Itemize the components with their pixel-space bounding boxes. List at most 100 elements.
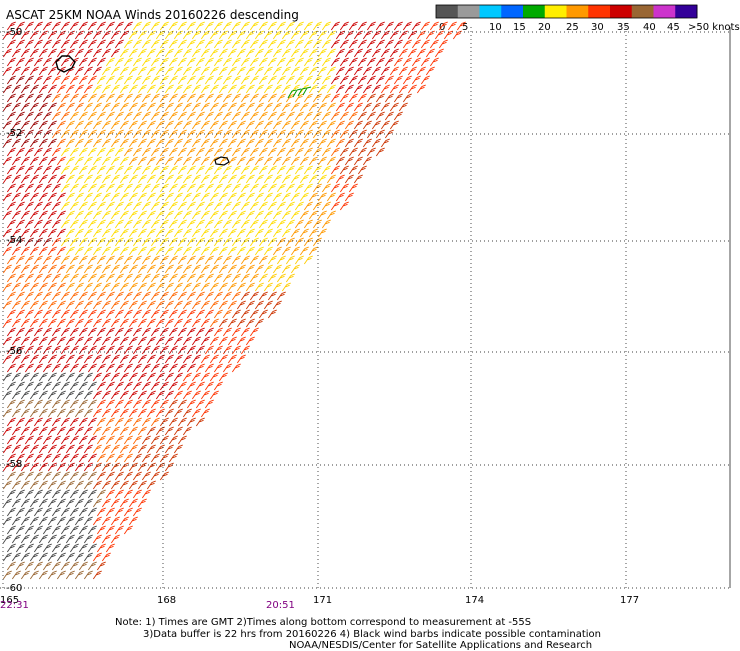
wind-barb: [123, 21, 133, 31]
wind-barb: [105, 399, 115, 409]
wind-barb: [263, 264, 273, 274]
wind-barb: [335, 120, 345, 130]
wind-barb: [227, 228, 237, 238]
wind-barb: [74, 498, 84, 508]
wind-barb: [110, 444, 120, 454]
wind-barb: [38, 372, 48, 382]
wind-barb: [29, 138, 39, 148]
wind-barb: [83, 426, 93, 436]
wind-barb: [168, 255, 178, 265]
wind-barb: [128, 480, 138, 490]
wind-barb: [20, 156, 30, 166]
wind-barb: [267, 111, 277, 121]
wind-barb: [78, 399, 88, 409]
wind-barb: [38, 174, 48, 184]
wind-barb: [348, 75, 358, 85]
wind-barb: [24, 399, 34, 409]
wind-barb: [24, 201, 34, 211]
wind-barb: [254, 84, 264, 94]
wind-barb: [299, 156, 309, 166]
wind-barb: [236, 210, 246, 220]
wind-barb: [231, 255, 241, 265]
wind-barb: [159, 39, 169, 49]
wind-barb: [87, 237, 97, 247]
wind-barb: [249, 93, 259, 103]
wind-barb: [119, 102, 129, 112]
wind-barb: [132, 237, 142, 247]
wind-barb: [204, 363, 214, 373]
wind-barb: [141, 345, 151, 355]
wind-barb: [47, 426, 57, 436]
wind-barb: [150, 453, 160, 463]
wind-barb: [105, 93, 115, 103]
wind-barb: [110, 462, 120, 472]
wind-barb: [150, 165, 160, 175]
wind-barb: [132, 327, 142, 337]
wind-barb: [123, 507, 133, 517]
wind-barb: [137, 264, 147, 274]
wind-barb: [110, 120, 120, 130]
wind-barb: [96, 561, 106, 571]
wind-barb: [38, 120, 48, 130]
wind-barb: [393, 39, 403, 49]
wind-barb: [83, 66, 93, 76]
wind-barb: [123, 129, 133, 139]
wind-barb: [258, 273, 268, 283]
wind-barb: [258, 183, 268, 193]
wind-barb: [6, 543, 16, 553]
wind-barb: [2, 498, 12, 508]
wind-barb: [375, 147, 385, 157]
wind-barb: [83, 30, 93, 40]
wind-barb: [83, 444, 93, 454]
wind-barb: [65, 30, 75, 40]
wind-barb: [231, 111, 241, 121]
wind-barb: [447, 21, 457, 31]
wind-barb: [2, 336, 12, 346]
wind-barb: [330, 93, 340, 103]
wind-barb: [2, 48, 12, 58]
wind-barb: [123, 57, 133, 67]
wind-barb: [47, 264, 57, 274]
wind-barb: [267, 183, 277, 193]
wind-barb: [222, 57, 232, 67]
wind-barb: [60, 21, 70, 31]
wind-barb: [96, 129, 106, 139]
wind-barb: [128, 444, 138, 454]
wind-barb: [78, 201, 88, 211]
wind-barb: [177, 219, 187, 229]
wind-barb: [173, 354, 183, 364]
wind-barb: [195, 57, 205, 67]
wind-barb: [38, 66, 48, 76]
wind-barb: [119, 318, 129, 328]
wind-barb: [24, 75, 34, 85]
wind-barb: [15, 453, 25, 463]
wind-barb: [20, 192, 30, 202]
wind-barb: [159, 291, 169, 301]
wind-barb: [182, 192, 192, 202]
wind-barb: [227, 354, 237, 364]
latitude-label: -52: [6, 128, 22, 139]
wind-barb: [119, 282, 129, 292]
wind-barb: [123, 471, 133, 481]
wind-barb: [146, 48, 156, 58]
wind-barb: [56, 408, 66, 418]
wind-barb: [258, 165, 268, 175]
wind-barb: [227, 138, 237, 148]
wind-barb: [236, 264, 246, 274]
wind-barb: [60, 201, 70, 211]
wind-barb: [312, 165, 322, 175]
wind-barb: [249, 165, 259, 175]
wind-barb: [299, 210, 309, 220]
wind-barb: [78, 165, 88, 175]
wind-barb: [155, 354, 165, 364]
wind-barb: [326, 84, 336, 94]
wind-barb: [114, 219, 124, 229]
wind-barb: [443, 30, 453, 40]
wind-barb: [38, 570, 48, 580]
wind-barb: [87, 57, 97, 67]
wind-barb: [87, 399, 97, 409]
wind-barb: [60, 291, 70, 301]
wind-barb: [29, 336, 39, 346]
wind-barb: [213, 111, 223, 121]
wind-barb: [150, 345, 160, 355]
